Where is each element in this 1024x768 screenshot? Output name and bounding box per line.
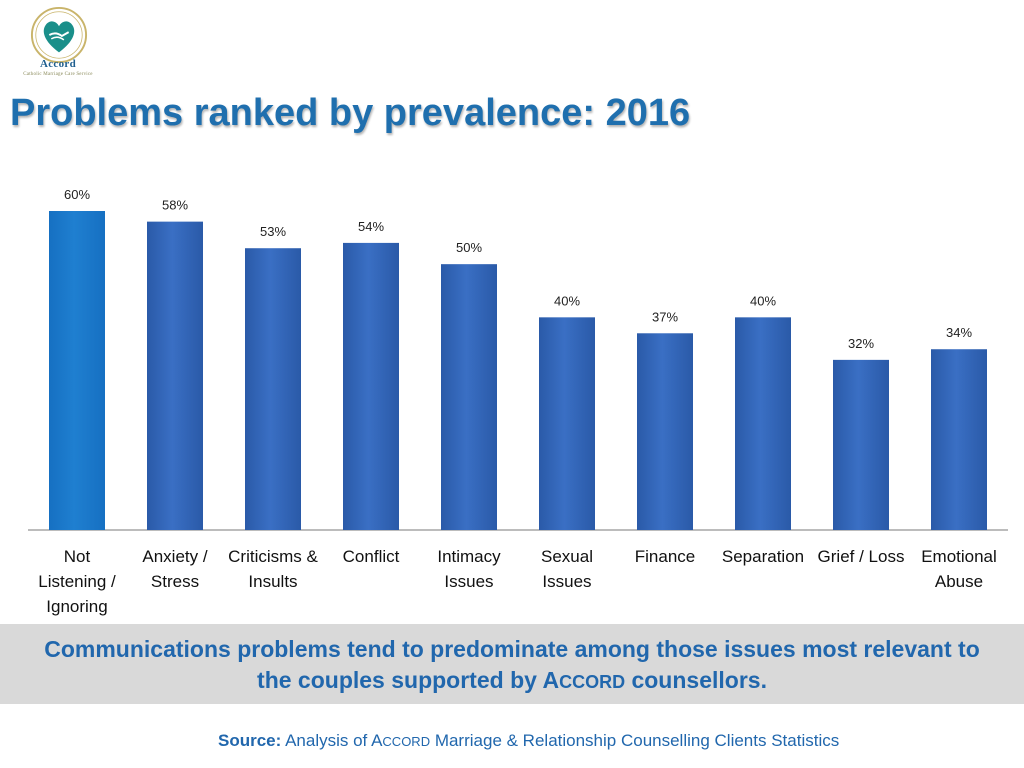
source-brand-initial: A xyxy=(371,731,383,750)
category-label-line: Anxiety / xyxy=(142,547,207,566)
category-label-3: Conflict xyxy=(343,547,400,566)
category-label-line: Intimacy xyxy=(437,547,501,566)
category-label-line: Conflict xyxy=(343,547,400,566)
source-post: Marriage & Relationship Counselling Clie… xyxy=(430,731,840,750)
category-label-line: Grief / Loss xyxy=(818,547,905,566)
category-label-8: Grief / Loss xyxy=(818,547,905,566)
bar-3 xyxy=(343,242,399,530)
summary-line-1: Communications problems tend to predomin… xyxy=(44,636,980,662)
source-label: Source: xyxy=(218,731,282,750)
source-note: Source: Analysis of Accord Marriage & Re… xyxy=(218,731,839,751)
data-label-1: 58% xyxy=(162,198,188,213)
data-label-5: 40% xyxy=(554,293,580,308)
category-label-line: Issues xyxy=(444,572,493,591)
category-label-line: Ignoring xyxy=(46,597,107,616)
bar-2 xyxy=(245,248,301,530)
category-label-6: Finance xyxy=(635,547,695,566)
category-label-line: Stress xyxy=(151,572,199,591)
data-label-6: 37% xyxy=(652,309,678,324)
category-label-line: Issues xyxy=(542,572,591,591)
bar-8 xyxy=(833,359,889,530)
category-label-2: Criticisms & Insults xyxy=(228,547,318,591)
accord-logo: Accord Catholic Marriage Care Service xyxy=(8,6,108,80)
data-label-2: 53% xyxy=(260,224,286,239)
source-brand-rest: ccord xyxy=(382,734,431,749)
bar-4 xyxy=(441,264,497,530)
bar-6 xyxy=(637,333,693,530)
logo-tagline: Catholic Marriage Care Service xyxy=(23,72,93,77)
summary-brand-rest: ccord xyxy=(559,672,626,692)
summary-brand-initial: A xyxy=(542,667,560,693)
data-label-7: 40% xyxy=(750,293,776,308)
data-label-8: 32% xyxy=(848,336,874,351)
category-label-line: Finance xyxy=(635,547,695,566)
data-label-4: 50% xyxy=(456,240,482,255)
data-label-9: 34% xyxy=(946,325,972,340)
bar-chart: 60% Not Listening / Ignoring 58% Anxiety / Str… xyxy=(28,187,1008,616)
data-label-3: 54% xyxy=(358,219,384,234)
bar-1 xyxy=(147,221,203,530)
category-label-9: Emotional Abuse xyxy=(921,547,997,591)
category-label-4: Intimacy Issues xyxy=(437,547,501,591)
category-label-7: Separation xyxy=(722,547,804,566)
page-title: Problems ranked by prevalence: 2016 xyxy=(10,92,691,134)
category-label-line: Sexual xyxy=(541,547,593,566)
logo-wordmark: Accord xyxy=(39,58,76,70)
category-label-5: Sexual Issues xyxy=(541,547,593,591)
category-label-line: Separation xyxy=(722,547,804,566)
category-label-0: Not Listening / Ignoring xyxy=(38,547,116,616)
bar-7 xyxy=(735,317,791,530)
summary-text: Communications problems tend to predomin… xyxy=(12,634,1012,698)
bar-5 xyxy=(539,317,595,530)
bar-0 xyxy=(49,211,105,530)
summary-line-2-post: counsellors. xyxy=(625,667,767,693)
summary-line-2-pre: the couples supported by xyxy=(257,667,543,693)
category-label-line: Not xyxy=(64,547,91,566)
category-label-line: Listening / xyxy=(38,572,116,591)
heart-hands-icon xyxy=(30,6,88,64)
source-pre: Analysis of xyxy=(281,731,372,750)
data-label-0: 60% xyxy=(64,187,90,202)
category-label-line: Abuse xyxy=(935,572,983,591)
bar-9 xyxy=(931,349,987,530)
category-label-line: Emotional xyxy=(921,547,997,566)
category-label-line: Criticisms & xyxy=(228,547,318,566)
category-label-line: Insults xyxy=(248,572,297,591)
summary-banner: Communications problems tend to predomin… xyxy=(0,624,1024,704)
category-label-1: Anxiety / Stress xyxy=(142,547,207,591)
